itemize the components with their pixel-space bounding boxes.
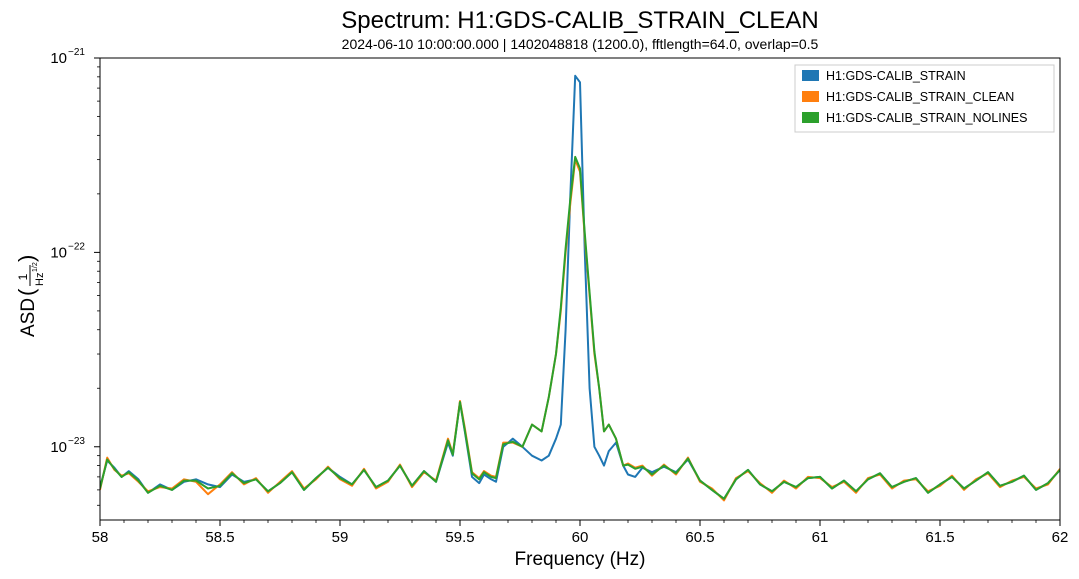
legend-swatch xyxy=(802,112,819,123)
y-axis-label-numerator: 1 xyxy=(16,273,30,280)
x-tick-label: 59.5 xyxy=(445,529,474,546)
series-line-1 xyxy=(100,158,1060,502)
y-axis-label-close-paren: ) xyxy=(14,255,39,262)
y-tick-label: 10 xyxy=(50,439,67,456)
x-tick-label: 60.5 xyxy=(685,529,714,546)
legend-label: H1:GDS-CALIB_STRAIN_CLEAN xyxy=(826,90,1014,104)
x-tick-label: 60 xyxy=(572,529,589,546)
chart-title: Spectrum: H1:GDS-CALIB_STRAIN_CLEAN xyxy=(341,7,818,34)
x-tick-label: 61 xyxy=(812,529,829,546)
series-line-2 xyxy=(100,155,1060,500)
series-line-0 xyxy=(100,74,1060,500)
y-tick-label: 10 xyxy=(50,244,67,261)
x-tick-label: 59 xyxy=(332,529,349,546)
y-axis-label-denominator: Hz xyxy=(34,273,46,286)
legend: H1:GDS-CALIB_STRAIN H1:GDS-CALIB_STRAIN_C… xyxy=(794,64,1055,133)
legend-swatch xyxy=(802,91,819,102)
y-tick-exponent: −21 xyxy=(68,47,85,58)
y-axis-label-prefix: ASD xyxy=(18,298,39,337)
y-tick-exponent: −22 xyxy=(68,241,85,252)
x-tick-label: 62 xyxy=(1052,529,1069,546)
y-axis-label: ASD ( 1 Hz 1/2 ) xyxy=(14,255,46,337)
y-axis-label-denominator-exponent: 1/2 xyxy=(32,262,39,272)
x-axis-ticks: 58 58.5 59 59.5 60 60.5 61 61.5 62 xyxy=(92,520,1069,546)
legend-label: H1:GDS-CALIB_STRAIN_NOLINES xyxy=(826,111,1027,125)
x-tick-label: 58 xyxy=(92,529,109,546)
y-axis-label-open-paren: ( xyxy=(14,288,39,296)
legend-swatch xyxy=(802,70,819,81)
x-tick-label: 58.5 xyxy=(205,529,234,546)
legend-label: H1:GDS-CALIB_STRAIN xyxy=(826,69,966,83)
x-axis-label: Frequency (Hz) xyxy=(515,549,646,570)
chart-subtitle: 2024-06-10 10:00:00.000 | 1402048818 (12… xyxy=(342,36,819,52)
y-tick-label: 10 xyxy=(50,50,67,67)
y-tick-exponent: −23 xyxy=(68,436,85,447)
legend-box xyxy=(794,64,1055,133)
x-tick-label: 61.5 xyxy=(925,529,954,546)
series-layer xyxy=(100,74,1060,502)
